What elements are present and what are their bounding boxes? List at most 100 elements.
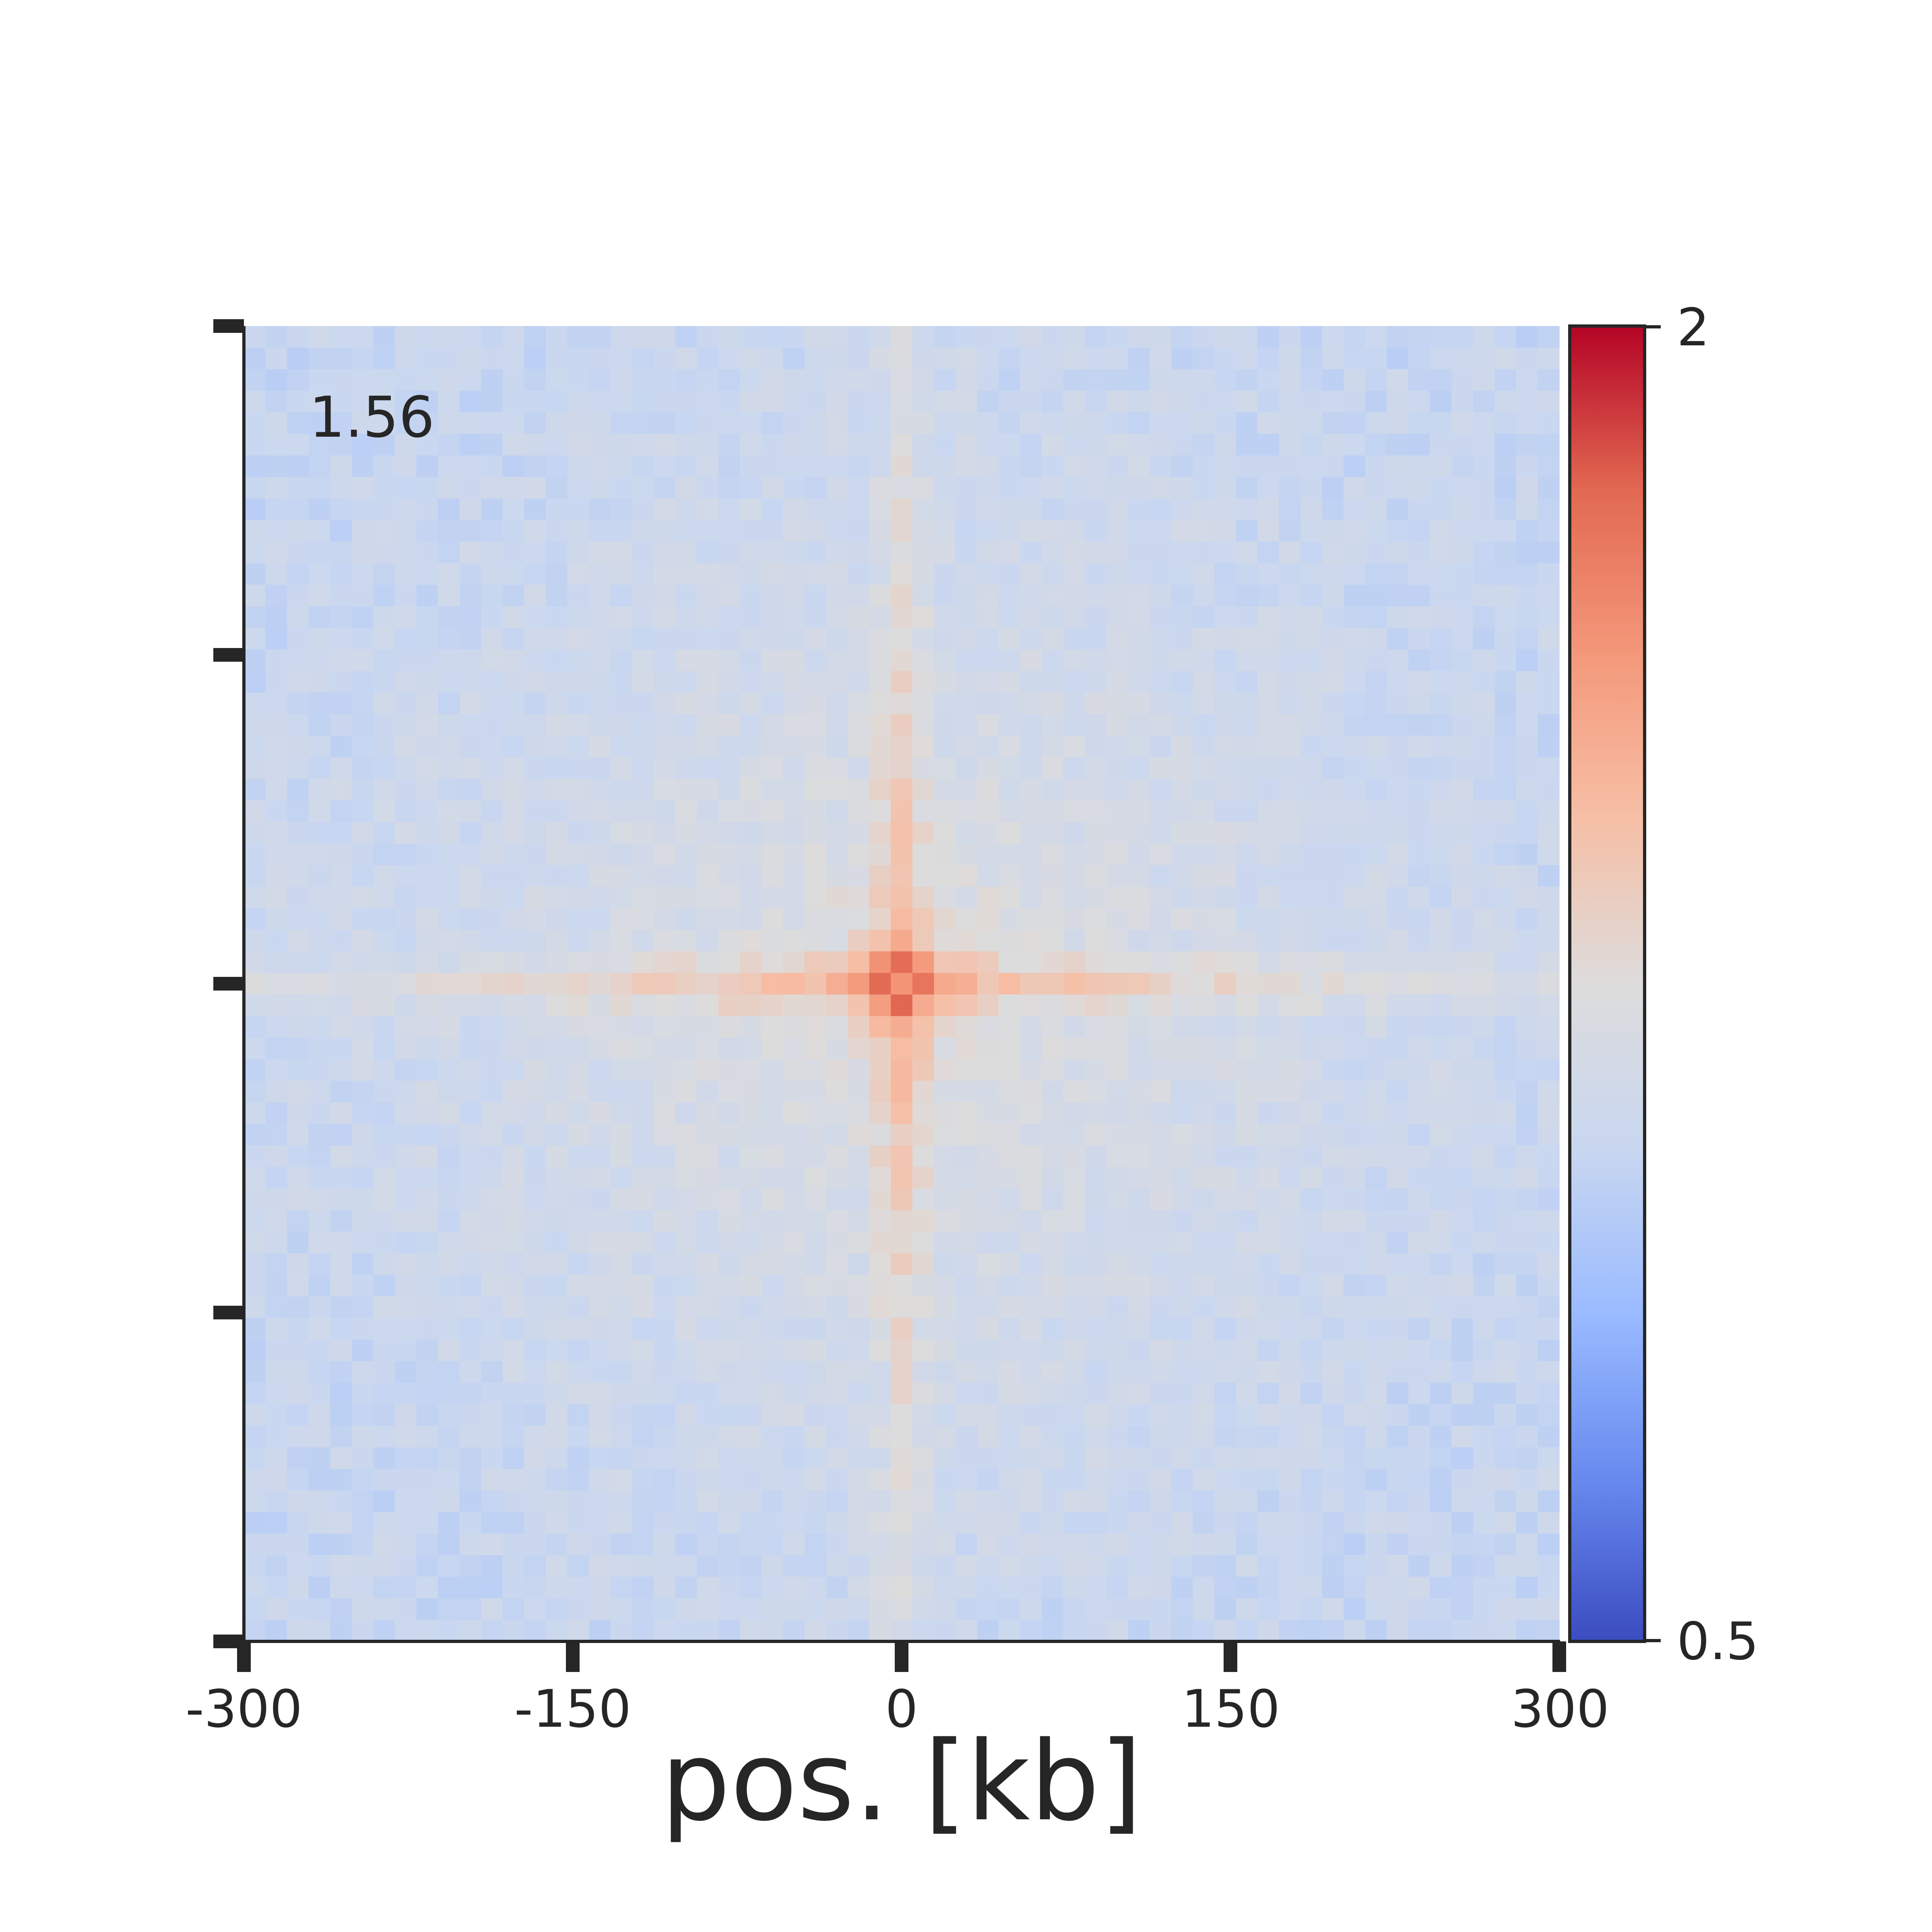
heatmap-cell (1365, 757, 1387, 779)
heatmap-cell (610, 1232, 633, 1254)
heatmap-cell (1085, 1275, 1107, 1297)
heatmap-cell (934, 1469, 956, 1491)
heatmap-cell (287, 1188, 309, 1211)
heatmap-cell (395, 1555, 417, 1577)
heatmap-cell (718, 1404, 740, 1426)
heatmap-cell (783, 1512, 805, 1534)
heatmap-cell (718, 714, 740, 736)
heatmap-cell (1063, 347, 1086, 369)
heatmap-cell (1473, 973, 1495, 995)
heatmap-cell (1473, 865, 1495, 887)
heatmap-cell (416, 1318, 438, 1340)
heatmap-cell (1150, 757, 1172, 779)
heatmap-cell (869, 326, 892, 348)
heatmap-cell (1171, 1167, 1193, 1189)
heatmap-cell (1020, 930, 1042, 952)
heatmap-cell (308, 1512, 331, 1534)
heatmap-cell (934, 1253, 956, 1276)
heatmap-cell (244, 1253, 266, 1276)
heatmap-cell (1430, 1318, 1452, 1340)
heatmap-cell (589, 477, 611, 499)
heatmap-cell (589, 541, 611, 564)
heatmap-cell (1020, 1232, 1042, 1254)
heatmap-cell (653, 886, 676, 909)
heatmap-cell (610, 369, 633, 391)
heatmap-cell (783, 1620, 805, 1642)
heatmap-cell (826, 1339, 848, 1362)
heatmap-cell (783, 369, 805, 391)
heatmap-cell (1106, 477, 1129, 499)
heatmap-cell (697, 1167, 719, 1189)
heatmap-cell (891, 735, 913, 758)
heatmap-cell (1300, 865, 1323, 887)
heatmap-cell (1236, 951, 1258, 974)
heatmap-cell (308, 671, 331, 693)
heatmap-cell (934, 714, 956, 736)
heatmap-cell (1085, 1296, 1107, 1319)
heatmap-cell (1257, 326, 1280, 348)
heatmap-cell (1387, 520, 1409, 542)
heatmap-cell (589, 1059, 611, 1081)
heatmap-cell (977, 347, 999, 369)
heatmap-cell (459, 1534, 482, 1556)
heatmap-cell (1322, 1124, 1344, 1146)
heatmap-cell (546, 1512, 568, 1534)
heatmap-cell (1494, 369, 1517, 391)
heatmap-cell (265, 584, 287, 607)
heatmap-cell (546, 1577, 568, 1599)
heatmap-cell (1214, 1188, 1236, 1211)
heatmap-cell (1042, 1016, 1064, 1038)
heatmap-cell (1322, 1555, 1344, 1577)
heatmap-cell (1430, 1469, 1452, 1491)
heatmap-cell (330, 1188, 352, 1211)
heatmap-cell (524, 1361, 546, 1383)
heatmap-cell (653, 326, 676, 348)
heatmap-cell (891, 865, 913, 887)
heatmap-cell (373, 1253, 395, 1276)
heatmap-cell (977, 1339, 999, 1362)
heatmap-cell (1106, 347, 1129, 369)
heatmap-cell (761, 1016, 784, 1038)
heatmap-cell (1473, 412, 1495, 434)
heatmap-cell (589, 800, 611, 822)
heatmap-cell (1257, 498, 1280, 520)
heatmap-cell (1451, 477, 1474, 499)
heatmap-cell (1365, 1534, 1387, 1556)
heatmap-cell (1106, 606, 1129, 628)
heatmap-cell (869, 1145, 892, 1168)
heatmap-cell (1150, 1275, 1172, 1297)
heatmap-cell (1344, 1447, 1366, 1470)
heatmap-cell (1042, 908, 1064, 930)
heatmap-cell (718, 735, 740, 758)
heatmap-cell (1430, 1016, 1452, 1038)
heatmap-cell (546, 1275, 568, 1297)
heatmap-cell (1322, 1059, 1344, 1081)
heatmap-cell (287, 520, 309, 542)
heatmap-cell (546, 520, 568, 542)
heatmap-cell (826, 865, 848, 887)
heatmap-cell (934, 1339, 956, 1362)
heatmap-cell (783, 994, 805, 1017)
heatmap-cell (395, 994, 417, 1017)
heatmap-cell (1451, 584, 1474, 607)
heatmap-cell (999, 1188, 1021, 1211)
heatmap-cell (351, 843, 374, 866)
heatmap-cell (1128, 584, 1150, 607)
heatmap-cell (395, 1534, 417, 1556)
heatmap-cell (1538, 541, 1560, 564)
heatmap-cell (1193, 1124, 1215, 1146)
heatmap-cell (373, 477, 395, 499)
heatmap-cell (1279, 1102, 1301, 1125)
heatmap-cell (546, 1296, 568, 1319)
heatmap-cell (761, 649, 784, 671)
heatmap-cell (1063, 1447, 1086, 1470)
heatmap-cell (783, 1339, 805, 1362)
heatmap-cell (351, 628, 374, 650)
heatmap-cell (1085, 1188, 1107, 1211)
heatmap-cell (610, 973, 633, 995)
heatmap-cell (761, 433, 784, 456)
heatmap-cell (1257, 412, 1280, 434)
heatmap-cell (1106, 692, 1129, 715)
heatmap-cell (395, 606, 417, 628)
heatmap-cell (1106, 951, 1129, 974)
